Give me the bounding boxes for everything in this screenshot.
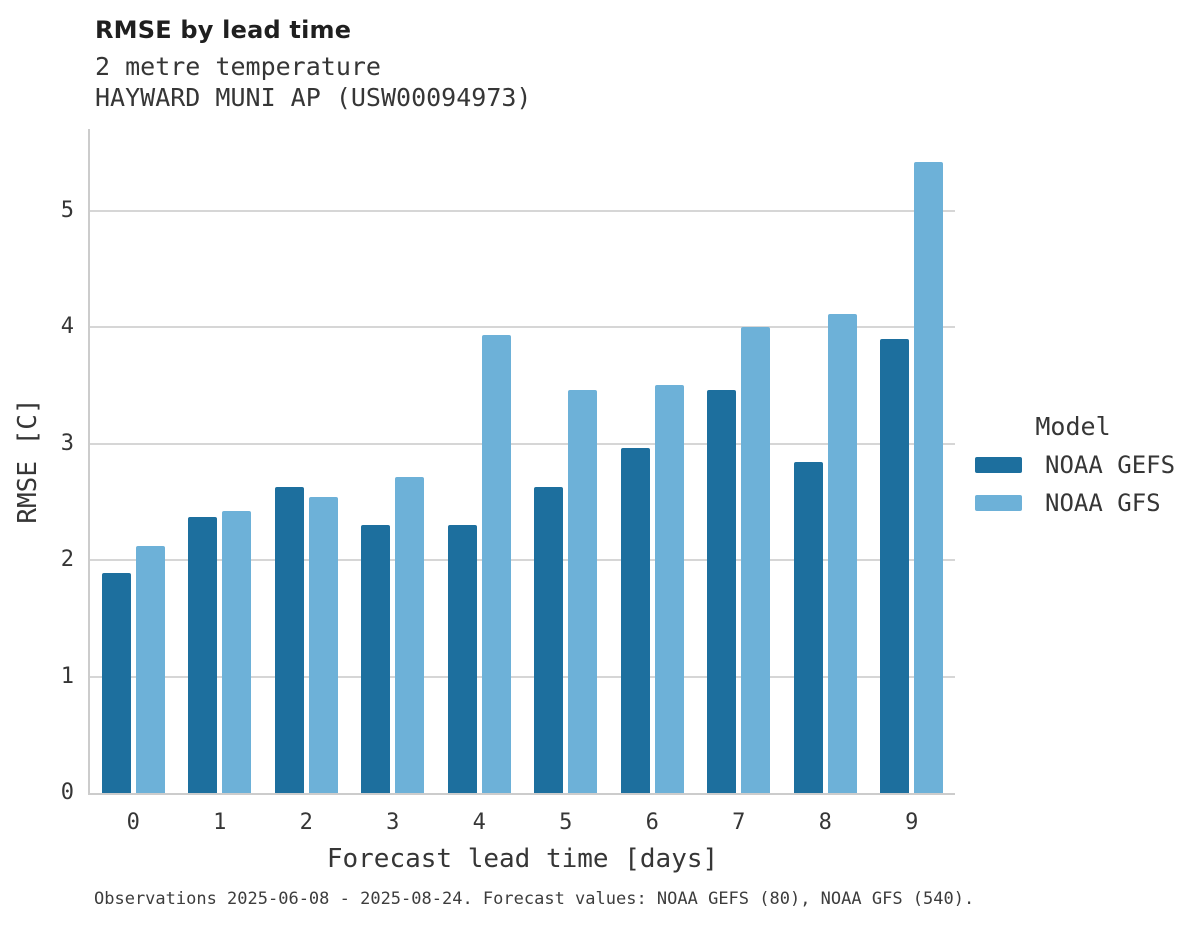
x-tick-label-0: 0: [126, 810, 140, 835]
bar-noaa-gfs-lead6: [654, 385, 684, 793]
footnote: Observations 2025-06-08 - 2025-08-24. Fo…: [94, 889, 975, 909]
chart-subtitle-station: HAYWARD MUNI AP (USW00094973): [95, 83, 532, 112]
legend-label-gefs: NOAA GEFS: [1045, 451, 1176, 479]
bar-noaa-gfs-lead8: [827, 314, 857, 793]
gridline-y5: [90, 209, 955, 212]
x-axis-label: Forecast lead time [days]: [326, 844, 719, 874]
plot-area: [88, 129, 955, 795]
chart-title: RMSE by lead time: [95, 16, 352, 44]
bar-noaa-gefs-lead0: [101, 572, 131, 793]
bar-noaa-gfs-lead1: [222, 511, 252, 793]
y-tick-label-2: 2: [60, 547, 74, 573]
legend-title: Model: [1035, 412, 1111, 441]
bar-noaa-gfs-lead3: [395, 477, 425, 793]
bar-noaa-gefs-lead2: [274, 486, 304, 793]
bar-noaa-gefs-lead3: [361, 525, 391, 793]
legend-swatch-gefs-icon: [975, 457, 1022, 473]
chart-subtitle-variable: 2 metre temperature: [95, 52, 381, 81]
x-tick-label-1: 1: [213, 810, 227, 835]
legend-swatch-gfs-icon: [975, 495, 1022, 511]
bar-noaa-gfs-lead0: [135, 546, 165, 793]
bar-noaa-gefs-lead7: [707, 389, 737, 793]
x-tick-label-2: 2: [299, 810, 313, 835]
x-tick-label-9: 9: [905, 810, 919, 835]
bar-noaa-gefs-lead9: [880, 338, 910, 793]
gridline-y4: [90, 326, 955, 329]
x-tick-label-5: 5: [559, 810, 573, 835]
bar-noaa-gfs-lead4: [481, 335, 511, 793]
bar-noaa-gefs-lead6: [620, 448, 650, 793]
y-tick-label-4: 4: [60, 314, 74, 340]
legend: Model NOAA GEFS NOAA GFS: [968, 412, 1194, 529]
bar-noaa-gefs-lead8: [793, 462, 823, 793]
bar-noaa-gfs-lead7: [741, 327, 771, 793]
gridline-y2: [90, 559, 955, 562]
x-tick-label-3: 3: [386, 810, 400, 835]
x-tick-label-6: 6: [645, 810, 659, 835]
gridline-y1: [90, 675, 955, 678]
bar-noaa-gfs-lead2: [308, 497, 338, 793]
legend-label-gfs: NOAA GFS: [1045, 489, 1161, 517]
gridline-y3: [90, 442, 955, 445]
bar-noaa-gefs-lead5: [534, 486, 564, 793]
x-tick-label-7: 7: [732, 810, 746, 835]
y-tick-label-5: 5: [60, 197, 74, 223]
bar-noaa-gfs-lead9: [914, 161, 944, 793]
bar-noaa-gfs-lead5: [568, 389, 598, 793]
y-tick-label-3: 3: [60, 430, 74, 456]
legend-item-gefs: NOAA GEFS: [975, 451, 1194, 479]
bar-noaa-gefs-lead4: [447, 525, 477, 793]
legend-item-gfs: NOAA GFS: [975, 489, 1194, 517]
y-tick-label-1: 1: [60, 663, 74, 689]
bar-noaa-gefs-lead1: [188, 516, 218, 793]
x-tick-label-8: 8: [818, 810, 832, 835]
y-tick-label-0: 0: [60, 780, 74, 805]
x-tick-label-4: 4: [472, 810, 486, 835]
